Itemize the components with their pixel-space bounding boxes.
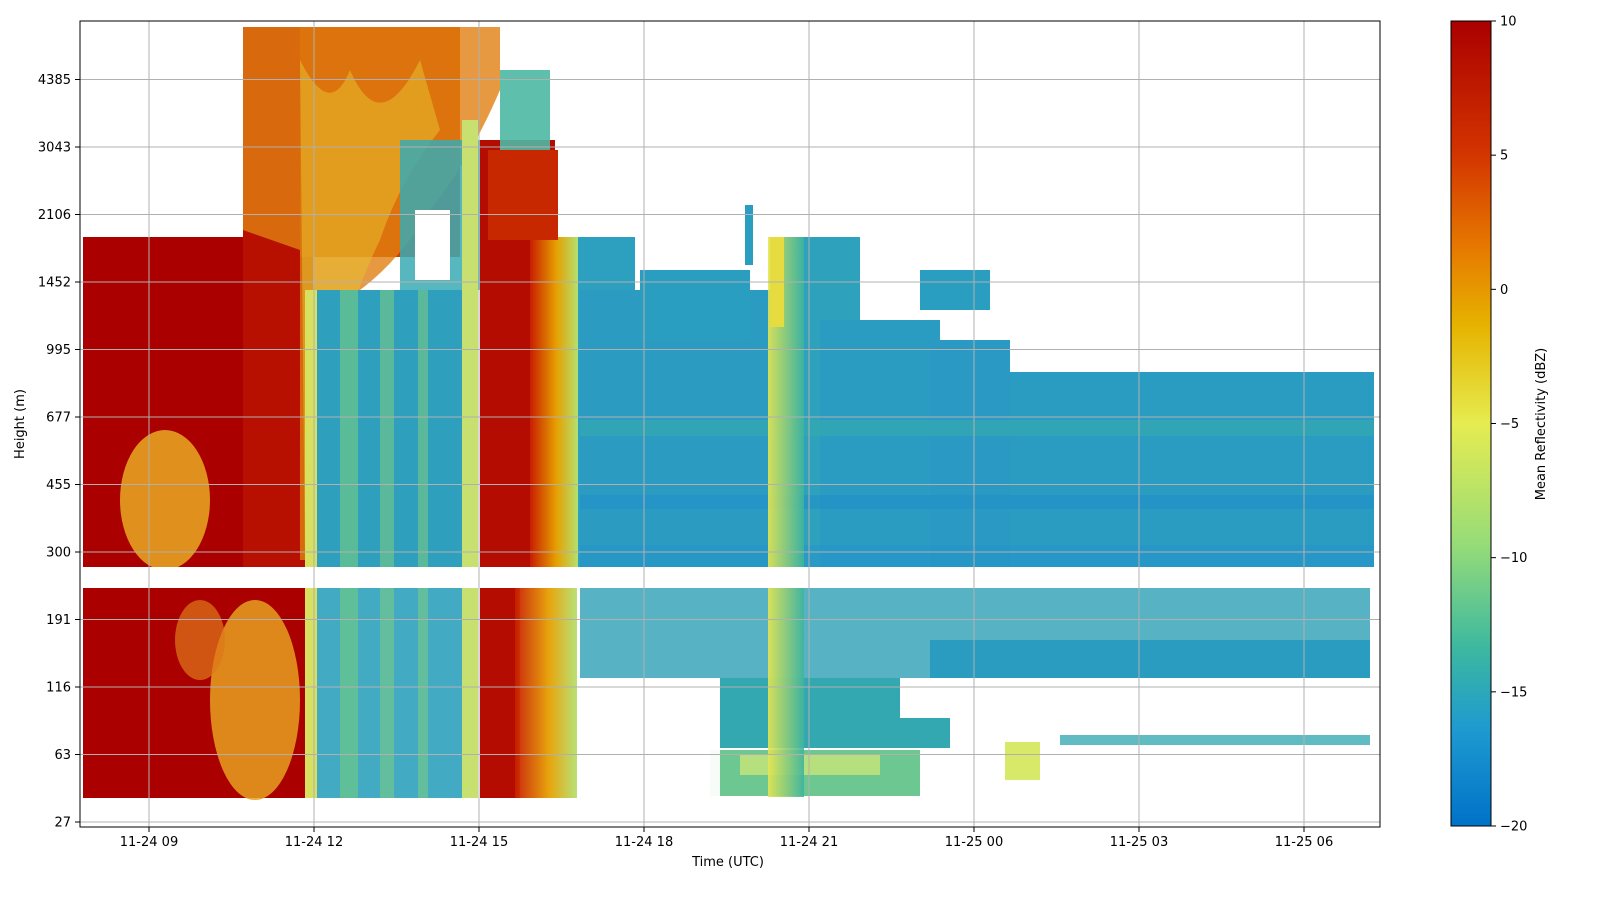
heatmap-gap-1 (415, 210, 450, 280)
heatmap-teal-mass-4 (820, 320, 940, 567)
colorbar-tick-label: −15 (1500, 685, 1527, 700)
heatmap-teal-stripe-2 (580, 495, 1374, 509)
heatmap-green-streak-5 (462, 120, 478, 798)
colorbar-label: Mean Reflectivity (dBZ) (1534, 348, 1549, 501)
colorbar-ticks: 10 5 0 −5 −10 −15 −20 (1491, 15, 1527, 835)
x-tick-label: 11-24 09 (120, 835, 178, 850)
y-tick-label: 455 (46, 478, 71, 493)
y-tick-label: 3043 (38, 141, 71, 156)
heatmap-green-streak-3 (380, 290, 394, 798)
heatmap-band-lower-bottom-yellow (740, 755, 880, 775)
heatmap-red-column-lower (480, 588, 520, 798)
colorbar-tick-label: −20 (1500, 820, 1527, 835)
colorbar-tick-label: 5 (1500, 149, 1508, 164)
x-axis-label: Time (UTC) (691, 855, 764, 870)
heatmap-orange-blob-lower (210, 600, 300, 800)
y-tick-label: 995 (46, 343, 71, 358)
y-tick-label: 4385 (38, 73, 71, 88)
heatmap-lower-specks (1060, 735, 1370, 745)
heatmap-teal-stripe-1 (580, 420, 1374, 436)
colorbar-tick-label: −5 (1500, 417, 1519, 432)
y-tick-label: 116 (46, 681, 71, 696)
heatmap-speckle-1 (640, 270, 750, 340)
heatmap-yellow-streak (768, 237, 804, 797)
y-axis-label: Height (m) (13, 389, 28, 459)
y-tick-label: 300 (46, 546, 71, 561)
heatmap-upper-yellow-wave (300, 60, 440, 560)
heatmap-gap-band (80, 567, 1380, 588)
heatmap-speckle-3 (745, 205, 753, 265)
heatmap-teal-mass-6 (1010, 372, 1374, 567)
heatmap-red-column-edge-lower (515, 588, 577, 798)
y-tick-label: 677 (46, 411, 71, 426)
heatmap-gap-3 (580, 678, 720, 798)
y-axis-ticks: 27 63 116 191 300 455 677 995 1452 2106 3043 4385 (38, 73, 80, 831)
grid-lines (80, 21, 1380, 827)
y-tick-label: 2106 (38, 208, 71, 223)
heatmap-red-column-edge (530, 237, 578, 567)
x-axis-ticks: 11-24 09 11-24 12 11-24 15 11-24 18 11-24 21… (120, 827, 1333, 850)
heatmap-gap-2 (900, 678, 950, 718)
x-tick-label: 11-24 12 (285, 835, 343, 850)
x-tick-label: 11-25 06 (1275, 835, 1333, 850)
heatmap-teal-mass-5 (930, 340, 1010, 567)
y-tick-label: 191 (46, 613, 71, 628)
colorbar (1450, 20, 1492, 827)
heatmap-orange-blob-lower-2 (175, 600, 225, 680)
heatmap-green-streak-2 (340, 290, 358, 798)
colorbar-tick-label: 10 (1500, 15, 1517, 30)
y-tick-label: 27 (54, 816, 71, 831)
heatmap-band-lower-teal-2 (930, 640, 1370, 678)
colorbar-tick-label: −10 (1500, 551, 1527, 566)
y-tick-label: 63 (54, 748, 71, 763)
plot-frame (79, 20, 1381, 828)
x-tick-label: 11-24 21 (780, 835, 838, 850)
x-tick-label: 11-24 15 (450, 835, 508, 850)
y-tick-label: 1452 (38, 276, 71, 291)
x-tick-label: 11-25 00 (945, 835, 1003, 850)
heatmap-orange-cap (488, 150, 558, 240)
heatmap-lower-yellow-spot (1005, 742, 1040, 780)
x-tick-label: 11-25 03 (1110, 835, 1168, 850)
heatmap-speckle-2 (920, 270, 990, 310)
heatmap-layer (80, 27, 1380, 800)
colorbar-tick-label: 0 (1500, 283, 1508, 298)
heatmap-teal-stripe-3 (580, 545, 1374, 567)
heatmap-green-streak-4 (418, 290, 428, 798)
heatmap-orange-blob (120, 430, 210, 570)
heatmap-green-streak-1 (305, 290, 317, 798)
x-tick-label: 11-24 18 (615, 835, 673, 850)
